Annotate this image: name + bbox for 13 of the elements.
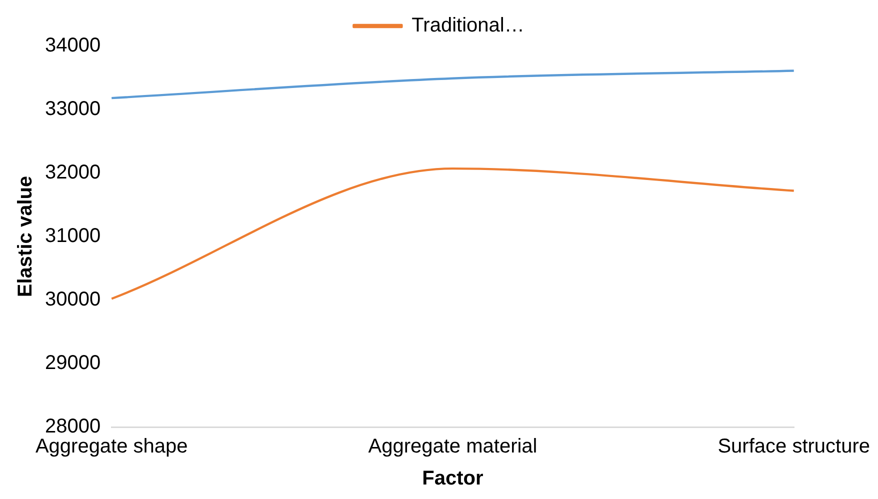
y-tick-label: 34000 [44, 34, 101, 57]
x-tick-label: Aggregate material [368, 436, 538, 458]
x-tick-label: Surface structure [718, 436, 870, 458]
y-tick-label: 28000 [44, 416, 101, 438]
y-tick-label: 29000 [44, 352, 101, 374]
y-tick-label: 32000 [44, 162, 101, 184]
y-tick-label: 33000 [44, 98, 101, 120]
y-tick-label: 30000 [44, 288, 101, 311]
x-tick-label: Aggregate shape [35, 436, 188, 458]
y-tick-label: 31000 [44, 225, 101, 248]
legend-label: Traditional… [412, 14, 524, 37]
y-axis-title: Elastic value [14, 176, 37, 298]
x-axis-title: Factor [422, 468, 484, 490]
